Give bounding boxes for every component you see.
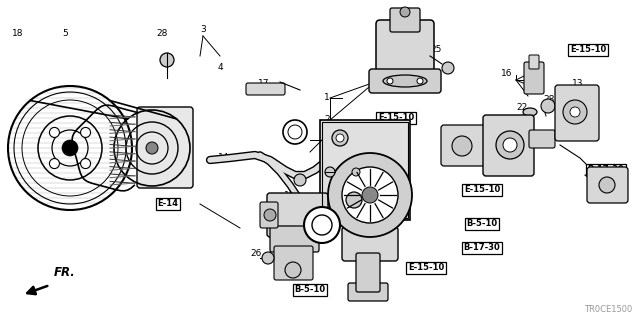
Circle shape: [442, 62, 454, 74]
Text: 7: 7: [353, 244, 359, 252]
Text: E-15-10: E-15-10: [378, 114, 414, 123]
Text: 9: 9: [497, 143, 503, 153]
Text: E-14: E-14: [157, 199, 179, 209]
Circle shape: [262, 252, 274, 264]
Text: 25: 25: [430, 45, 442, 54]
Text: B-17-30: B-17-30: [588, 165, 625, 174]
Circle shape: [346, 192, 362, 208]
Text: E-4: E-4: [303, 210, 317, 219]
Circle shape: [160, 53, 174, 67]
Circle shape: [49, 127, 60, 138]
Text: 19: 19: [598, 188, 609, 197]
Text: 28: 28: [156, 29, 168, 38]
Text: 1: 1: [324, 93, 330, 102]
Circle shape: [387, 78, 393, 84]
Circle shape: [417, 78, 423, 84]
Text: FR.: FR.: [54, 266, 76, 279]
Circle shape: [81, 127, 90, 138]
Circle shape: [81, 158, 90, 169]
Circle shape: [62, 140, 78, 156]
Circle shape: [400, 7, 410, 17]
Text: 15: 15: [284, 191, 296, 201]
Text: 24: 24: [352, 164, 364, 172]
Text: 23: 23: [290, 122, 301, 131]
Circle shape: [312, 215, 332, 235]
FancyBboxPatch shape: [529, 130, 555, 148]
Text: 26: 26: [251, 250, 262, 259]
FancyBboxPatch shape: [320, 120, 410, 220]
FancyBboxPatch shape: [369, 69, 441, 93]
Text: 3: 3: [200, 26, 206, 35]
Circle shape: [304, 207, 340, 243]
FancyBboxPatch shape: [274, 246, 313, 280]
FancyBboxPatch shape: [267, 193, 328, 237]
Text: B-17-30: B-17-30: [463, 244, 500, 252]
Circle shape: [563, 100, 587, 124]
Circle shape: [342, 167, 398, 223]
Ellipse shape: [523, 108, 537, 116]
Text: 18: 18: [12, 29, 24, 38]
Text: TR0CE1500: TR0CE1500: [584, 305, 632, 314]
Circle shape: [570, 107, 580, 117]
Text: 10: 10: [319, 148, 330, 156]
Text: 20: 20: [340, 130, 351, 139]
Text: 22: 22: [516, 103, 527, 113]
FancyBboxPatch shape: [524, 62, 544, 94]
Text: E-15-10: E-15-10: [408, 263, 444, 273]
Circle shape: [264, 209, 276, 221]
FancyBboxPatch shape: [587, 167, 628, 203]
Text: 27: 27: [296, 173, 307, 182]
FancyBboxPatch shape: [246, 83, 285, 95]
Circle shape: [541, 99, 555, 113]
Circle shape: [283, 120, 307, 144]
Bar: [322, 122, 408, 218]
Text: 6: 6: [369, 268, 375, 276]
Circle shape: [288, 125, 302, 139]
FancyBboxPatch shape: [555, 85, 599, 141]
Text: 16: 16: [500, 69, 512, 78]
Text: 11: 11: [444, 135, 456, 145]
Circle shape: [362, 187, 378, 203]
FancyBboxPatch shape: [137, 107, 193, 188]
Text: 2: 2: [324, 116, 330, 124]
Text: 5: 5: [62, 29, 68, 38]
FancyBboxPatch shape: [342, 227, 398, 261]
Circle shape: [496, 131, 524, 159]
Text: 28: 28: [543, 95, 554, 105]
FancyBboxPatch shape: [348, 283, 388, 301]
Text: 8: 8: [354, 190, 360, 199]
Text: 14: 14: [218, 154, 229, 163]
Text: 12: 12: [572, 95, 584, 105]
Text: 13: 13: [572, 79, 584, 89]
Text: E-15-10: E-15-10: [464, 186, 500, 195]
Text: 23: 23: [348, 213, 360, 222]
Circle shape: [285, 262, 301, 278]
Circle shape: [294, 174, 306, 186]
Circle shape: [503, 138, 517, 152]
FancyBboxPatch shape: [270, 226, 319, 252]
FancyBboxPatch shape: [376, 20, 434, 83]
Circle shape: [332, 130, 348, 146]
FancyBboxPatch shape: [483, 115, 534, 176]
FancyBboxPatch shape: [529, 55, 539, 69]
Circle shape: [325, 167, 335, 177]
Text: 4: 4: [218, 63, 223, 73]
FancyBboxPatch shape: [390, 8, 420, 32]
Ellipse shape: [383, 75, 427, 87]
Circle shape: [328, 153, 412, 237]
FancyBboxPatch shape: [356, 253, 380, 292]
Circle shape: [352, 168, 360, 176]
Circle shape: [49, 158, 60, 169]
Circle shape: [336, 134, 344, 142]
Text: 17: 17: [258, 79, 269, 89]
FancyBboxPatch shape: [441, 125, 487, 166]
Text: B-5-10: B-5-10: [294, 285, 326, 294]
FancyBboxPatch shape: [260, 202, 278, 228]
Text: 21: 21: [319, 164, 330, 172]
Text: E-15-10: E-15-10: [570, 45, 606, 54]
Circle shape: [452, 136, 472, 156]
Circle shape: [599, 177, 615, 193]
Circle shape: [146, 142, 158, 154]
Text: B-5-10: B-5-10: [467, 220, 497, 228]
